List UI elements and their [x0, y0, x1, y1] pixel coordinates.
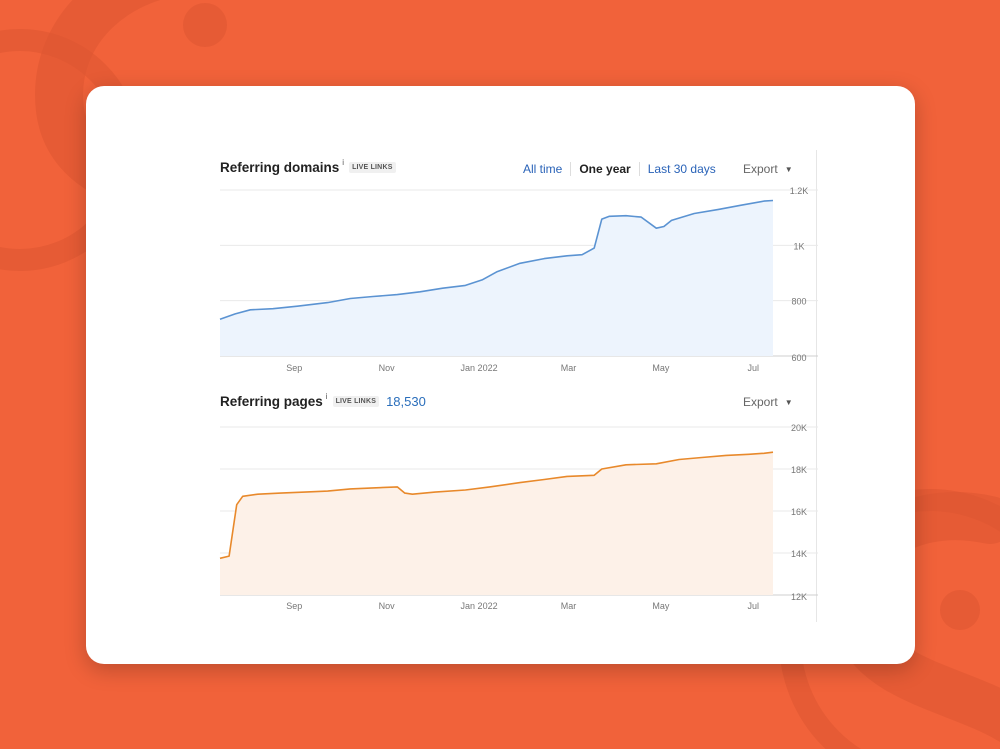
export-label: Export	[743, 162, 778, 176]
live-links-badge: LIVE LINKS	[349, 162, 396, 173]
y-tick-label: 18K	[791, 465, 807, 475]
range-one-year[interactable]: One year	[579, 162, 631, 176]
referring-pages-total: 18,530	[386, 394, 426, 409]
x-tick-label: May	[652, 601, 670, 611]
range-last-30-days[interactable]: Last 30 days	[647, 162, 716, 176]
x-tick-label: Sep	[286, 363, 302, 373]
y-tick-label: 800	[791, 297, 806, 307]
series-area	[220, 200, 773, 356]
series-line	[219, 199, 774, 320]
x-tick-label: Jul	[748, 601, 760, 611]
x-tick-label: Nov	[379, 363, 396, 373]
x-tick-label: Mar	[561, 601, 577, 611]
y-tick-label: 1K	[793, 241, 804, 251]
live-links-badge: LIVE LINKS	[332, 396, 380, 407]
time-range-controls: All time One year Last 30 days	[523, 162, 716, 176]
y-tick-label: 1.2K	[790, 186, 809, 196]
domains-export-button[interactable]: Export ▼	[743, 162, 793, 176]
x-tick-label: May	[652, 363, 670, 373]
y-tick-label: 14K	[791, 549, 807, 559]
y-tick-label: 20K	[791, 423, 807, 433]
y-tick-label: 600	[791, 353, 806, 363]
referring-domains-header: Referring domains i LIVE LINKS	[220, 158, 396, 175]
referring-pages-header: Referring pages i LIVE LINKS 18,530	[220, 392, 426, 409]
x-tick-label: Nov	[379, 601, 396, 611]
info-icon[interactable]: i	[325, 392, 328, 401]
y-tick-label: 16K	[791, 507, 807, 517]
x-tick-label: Mar	[561, 363, 577, 373]
x-tick-label: Jan 2022	[461, 601, 498, 611]
range-all-time[interactable]: All time	[523, 162, 563, 176]
referring-domains-title: Referring domains	[220, 160, 340, 175]
chevron-down-icon: ▼	[784, 397, 793, 407]
referring-pages-title: Referring pages	[220, 394, 323, 409]
chevron-down-icon: ▼	[784, 164, 793, 174]
series-area	[220, 452, 773, 595]
panel-divider	[816, 150, 817, 622]
range-separator	[570, 162, 572, 176]
info-icon[interactable]: i	[342, 158, 345, 167]
x-tick-label: Sep	[286, 601, 302, 611]
series-line	[219, 451, 774, 560]
x-tick-label: Jul	[748, 363, 760, 373]
x-tick-label: Jan 2022	[461, 363, 498, 373]
export-label: Export	[743, 395, 778, 409]
y-tick-label: 12K	[791, 592, 807, 602]
pages-export-button[interactable]: Export ▼	[743, 395, 793, 409]
range-separator	[638, 162, 640, 176]
